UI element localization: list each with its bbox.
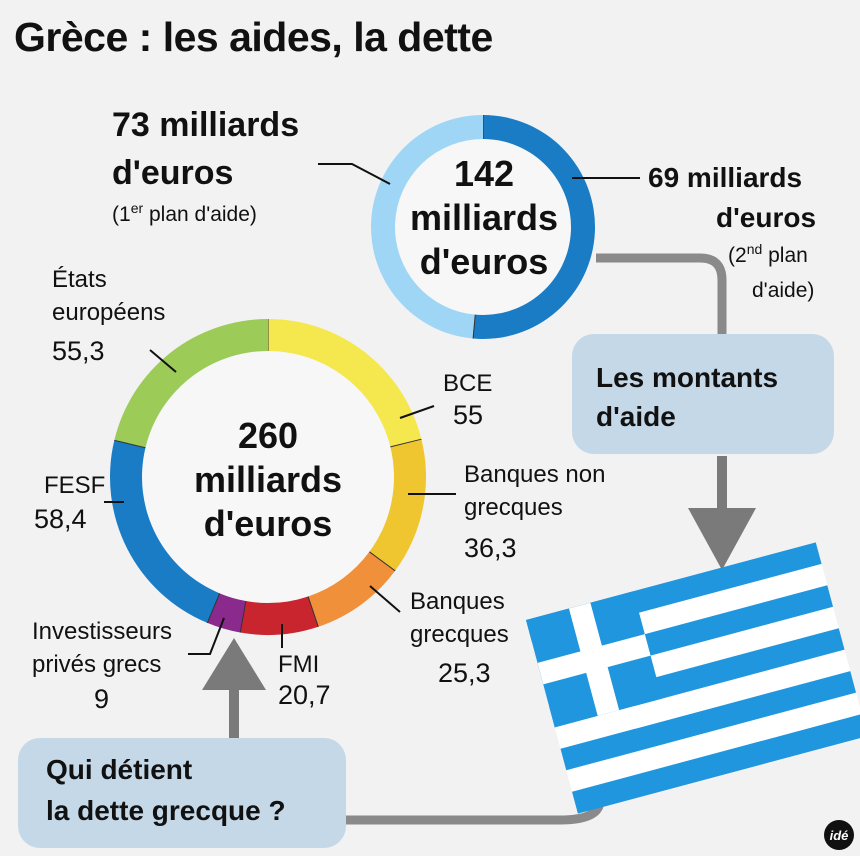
debt-box: Qui détient la dette grecque ? [18, 738, 346, 848]
label-investisseurs-2: privés grecs [32, 651, 162, 678]
debt-total-unit-1: milliards [193, 458, 343, 500]
aid-donut-chart [370, 115, 595, 339]
aid-connector [596, 253, 727, 334]
value-fesf: 58,4 [34, 504, 87, 534]
flag-stripe-5 [554, 649, 851, 750]
debt-total-value: 260 [237, 415, 299, 456]
debt-box-line-1: Qui détient [46, 754, 193, 785]
label-fesf: FESF [44, 472, 106, 499]
aid-total-unit-2: d'euros [419, 240, 549, 282]
first-plan-amount: 73 milliards [112, 106, 300, 144]
flag-cross-horizontal [537, 634, 651, 685]
value-bce: 55 [453, 400, 484, 430]
debt-total-unit-2: d'euros [203, 502, 333, 544]
debt-donut-separator-5 [206, 593, 221, 624]
debt-donut-separator-4 [239, 600, 247, 633]
leader-bg [369, 585, 401, 613]
value-etats: 55,3 [52, 336, 105, 366]
second-plan-note-line2: d'aide) [752, 279, 815, 302]
value-banques-grecques: 25,3 [438, 658, 491, 688]
value-fmi: 20,7 [278, 680, 331, 710]
aid-total-label: 142 milliards d'euros [384, 152, 584, 284]
debt-total-label: 260 milliards d'euros [168, 414, 368, 546]
aid-donut-slice-0 [473, 115, 595, 339]
debt-arrow [202, 638, 266, 690]
flag-stripe-7 [566, 692, 860, 793]
debt-donut-slice-3 [240, 596, 319, 636]
first-plan-note-sup: er [130, 200, 144, 216]
second-plan-note-pre: (2 [728, 244, 747, 267]
flag-stripe-6 [560, 671, 857, 771]
label-banques-non-grecques: Banques non [464, 461, 606, 488]
debt-connector [346, 799, 605, 825]
publisher-logo: idé [824, 820, 854, 850]
leader-lines [104, 163, 640, 655]
second-plan-note: (2nd plan [728, 242, 808, 267]
value-investisseurs: 9 [94, 684, 110, 714]
aid-box-line-1: Les montants [596, 362, 779, 393]
debt-donut-separator-3 [307, 596, 319, 627]
debt-donut-slice-4 [207, 593, 246, 633]
greek-flag [526, 542, 860, 814]
first-plan-note: (1er plan d'aide) [112, 201, 257, 226]
second-plan-note-post: plan [762, 244, 808, 267]
leader-bce [399, 405, 435, 419]
label-fmi: FMI [278, 651, 320, 678]
debt-donut-center [142, 351, 394, 603]
label-banques-grecques-2: grecques [410, 621, 509, 648]
second-plan-note-sup: nd [746, 241, 763, 257]
aid-donut-center [395, 139, 571, 315]
label-investisseurs: Investisseurs [32, 618, 173, 645]
debt-donut-slice-0 [268, 319, 422, 447]
first-plan-note-post: plan d'aide) [143, 203, 257, 226]
first-plan-note-pre: (1 [112, 203, 131, 226]
aid-arrow-shaft [717, 456, 727, 512]
debt-donut-slice-2 [308, 551, 396, 627]
debt-box-line-2: la dette grecque ? [46, 794, 286, 826]
aid-arrow [688, 508, 756, 570]
second-plan-unit: d'euros [716, 202, 817, 233]
label-etats-2: européens [52, 299, 166, 326]
debt-arrow-shaft [229, 686, 239, 738]
aid-donut-slice-1 [370, 115, 483, 339]
second-plan-amount: 69 milliards [648, 162, 803, 193]
debt-donut-separator-2 [369, 551, 396, 572]
aid-total-value: 142 [453, 153, 515, 194]
aid-total-unit-1: milliards [409, 196, 559, 238]
debt-donut-chart [110, 319, 426, 636]
flag-stripe-8 [572, 714, 860, 814]
leader-ipg [188, 617, 225, 655]
label-etats: États [52, 266, 107, 293]
debt-donut-slice-1 [369, 439, 426, 571]
aid-box-line-2: d'aide [596, 401, 676, 433]
label-banques-non-grecques-2: grecques [464, 494, 563, 521]
leader-etats [149, 349, 177, 373]
first-plan-unit: d'euros [112, 154, 234, 192]
aid-donut-separator-1 [472, 314, 476, 339]
label-banques-grecques: Banques [410, 588, 505, 615]
label-bce: BCE [443, 370, 493, 397]
page-title: Grèce : les aides, la dette [14, 14, 493, 60]
debt-donut-slice-5 [110, 440, 220, 623]
value-banques-non-grecques: 36,3 [464, 533, 517, 563]
debt-donut-separator-1 [390, 438, 422, 448]
debt-donut-slice-6 [114, 319, 268, 448]
aid-box: Les montants d'aide [572, 334, 834, 454]
debt-donut-separator-6 [114, 439, 146, 449]
leader-first-plan [318, 163, 391, 185]
